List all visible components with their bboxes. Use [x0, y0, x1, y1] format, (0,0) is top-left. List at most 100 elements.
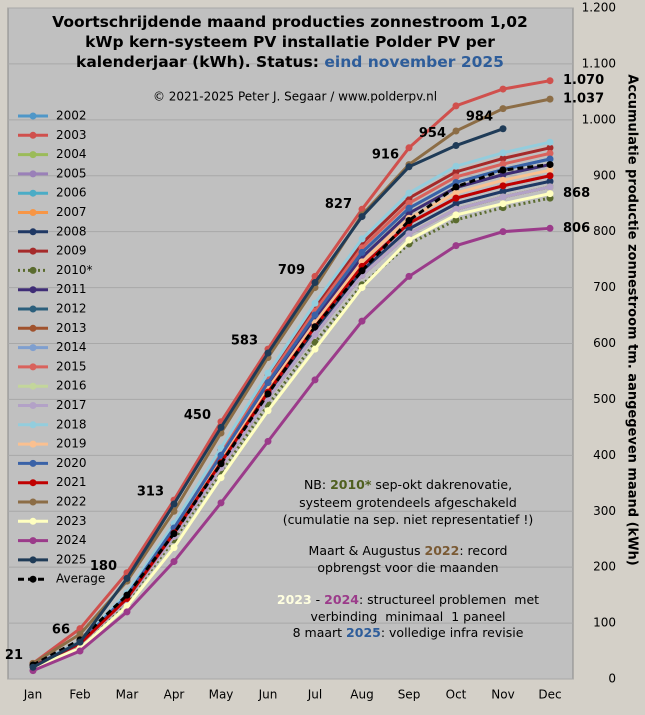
note: Maart & Augustus 2022: record: [309, 543, 508, 558]
point: [405, 189, 413, 197]
series-line: [32, 226, 551, 672]
title-line: Voortschrijdende maand producties zonnes…: [52, 13, 528, 31]
note-part: 2010*: [330, 477, 372, 492]
legend-label: 2013: [56, 321, 87, 335]
data-label: 450: [184, 408, 211, 423]
point: [311, 311, 319, 319]
point: [546, 161, 554, 169]
point: [452, 194, 460, 202]
point: [452, 205, 460, 213]
note: systeem grotendeels afgeschakeld: [299, 495, 517, 510]
note: 2023 - 2024: structureel problemen met: [277, 592, 539, 607]
point: [217, 451, 225, 459]
point: [405, 216, 413, 224]
point: [452, 168, 460, 176]
legend-label: 2017: [56, 398, 87, 412]
point: [546, 77, 554, 85]
data-label: 709: [278, 263, 305, 278]
point: [405, 230, 413, 238]
point: [170, 558, 178, 566]
point: [311, 345, 319, 353]
legend-marker: [29, 556, 37, 564]
x-tick-label: Jan: [23, 688, 43, 702]
point: [499, 125, 507, 133]
point: [499, 228, 507, 236]
legend-label: 2014: [56, 340, 87, 354]
y-axis-label: Accumulatie productie zonnestroom tm. aa…: [625, 74, 640, 565]
title-line: kWp kern-systeem PV installatie Polder P…: [85, 33, 495, 51]
point: [311, 338, 319, 346]
chart-title: kWp kern-systeem PV installatie Polder P…: [85, 33, 495, 51]
legend-label: 2022: [56, 495, 87, 509]
point: [546, 166, 554, 174]
series-line: [32, 140, 551, 667]
legend-marker: [29, 189, 37, 197]
x-tick-label: Jun: [258, 688, 278, 702]
point: [170, 500, 178, 508]
point: [499, 166, 507, 174]
point: [217, 444, 225, 452]
point: [170, 544, 178, 552]
copyright: © 2021-2025 Peter J. Segaar / www.polder…: [153, 90, 437, 104]
note-part: (cumulatie na sep. niet representatief !…: [283, 512, 534, 527]
y-tick-label: 300: [593, 504, 616, 518]
y-tick-label: 200: [593, 560, 616, 574]
legend-marker: [29, 266, 37, 274]
point: [452, 173, 460, 181]
legend-label: 2018: [56, 417, 87, 431]
legend-label: 2009: [56, 244, 87, 258]
point: [499, 160, 507, 168]
point: [499, 182, 507, 190]
note-part: : record: [459, 543, 507, 558]
point: [76, 638, 84, 646]
point: [76, 630, 84, 638]
series-line: [32, 192, 551, 670]
point: [264, 369, 272, 377]
legend-label: 2004: [56, 147, 87, 161]
point: [405, 225, 413, 233]
point: [311, 323, 319, 331]
point: [499, 149, 507, 157]
legend-marker: [29, 131, 37, 139]
note: opbrengst voor die maanden: [317, 560, 498, 575]
note-part: 2022: [425, 543, 460, 558]
point: [452, 189, 460, 197]
legend-label: 2020: [56, 456, 87, 470]
point: [311, 376, 319, 384]
legend-label: 2006: [56, 186, 87, 200]
data-label: 66: [52, 623, 70, 638]
legend-marker: [29, 479, 37, 487]
point: [546, 149, 554, 157]
point: [358, 248, 366, 256]
x-tick-label: Mar: [116, 688, 139, 702]
point: [311, 299, 319, 307]
point: [452, 216, 460, 224]
data-label: 1.037: [563, 92, 604, 107]
legend-marker: [29, 517, 37, 525]
y-tick-label: 1.100: [582, 56, 616, 70]
legend-label: 2010*: [56, 263, 93, 277]
legend-label: 2021: [56, 475, 87, 489]
legend-marker: [29, 363, 37, 371]
title-line: kalenderjaar (kWh). Status:: [76, 53, 319, 71]
point: [546, 172, 554, 180]
point: [358, 317, 366, 325]
chart-title: kalenderjaar (kWh). Status: eind novembe…: [76, 53, 504, 71]
data-label: 180: [90, 559, 117, 574]
legend-label: 2002: [56, 109, 87, 123]
note-part: verbinding minimaal 1 paneel: [310, 609, 505, 624]
legend-label: 2023: [56, 514, 87, 528]
series-line: [32, 163, 551, 667]
legend-label: 2007: [56, 205, 87, 219]
point: [217, 474, 225, 482]
x-tick-label: Feb: [69, 688, 90, 702]
data-label: 984: [466, 109, 493, 124]
y-tick-label: 1.000: [582, 112, 616, 126]
y-tick-label: 800: [593, 224, 616, 238]
point: [499, 176, 507, 184]
point: [499, 154, 507, 162]
data-label: 583: [231, 334, 258, 349]
legend-label: 2025: [56, 552, 87, 566]
note-part: : volledige infra revisie: [381, 625, 524, 640]
